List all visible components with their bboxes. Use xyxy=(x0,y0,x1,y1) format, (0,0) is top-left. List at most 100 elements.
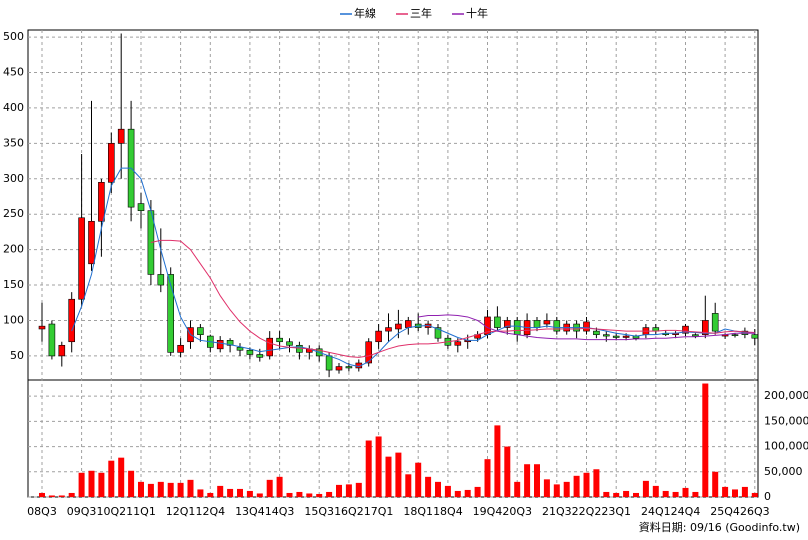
volume-bar xyxy=(167,482,174,497)
candle-body xyxy=(335,366,343,371)
candle-body xyxy=(543,320,551,325)
volume-bar xyxy=(345,484,352,497)
legend-label: 三年 xyxy=(410,6,432,20)
volume-bar xyxy=(573,475,580,497)
volume-bar xyxy=(534,464,540,497)
volume-bar xyxy=(454,490,461,497)
volume-bar xyxy=(553,484,560,497)
candle-body xyxy=(38,325,46,330)
candle-body xyxy=(494,316,501,328)
volume-bar xyxy=(474,486,481,497)
volume-bar xyxy=(128,470,135,497)
candle-body xyxy=(731,334,739,336)
candle-body xyxy=(286,341,293,346)
volume-bar xyxy=(583,472,590,497)
volume-bar xyxy=(296,491,303,497)
volume-bar xyxy=(217,485,224,497)
candle-body xyxy=(385,327,392,332)
volume-bar xyxy=(603,491,610,497)
volume-bar xyxy=(672,491,679,497)
y-tick-label: 50 xyxy=(10,349,24,362)
x-tick-label: 24Q1 xyxy=(641,505,671,518)
x-tick-label: 08Q3 xyxy=(27,505,57,518)
ma-line xyxy=(71,167,755,368)
y2-tick-label: 200,000 xyxy=(764,389,808,402)
candle-body xyxy=(266,337,274,357)
candle-body xyxy=(197,327,204,335)
volume-bar xyxy=(266,479,273,497)
volume-bar xyxy=(48,495,55,497)
x-tick-label: 24Q4 xyxy=(671,505,701,518)
x-tick-label: 15Q3 xyxy=(304,505,334,518)
x-tick-label: 26Q3 xyxy=(740,505,770,518)
ma-line xyxy=(418,314,755,341)
volume-bar xyxy=(524,464,531,497)
volume-bar xyxy=(415,462,422,497)
y-tick-label: 200 xyxy=(3,243,24,256)
x-tick-label: 09Q3 xyxy=(67,505,97,518)
candle-body xyxy=(751,334,759,339)
y-tick-label: 150 xyxy=(3,278,24,291)
volume-bar xyxy=(385,456,392,497)
candle-body xyxy=(395,323,402,330)
candle-body xyxy=(345,366,353,369)
x-tick-label: 20Q3 xyxy=(502,505,532,518)
x-tick-label: 16Q2 xyxy=(334,505,364,518)
x-tick-label: 14Q3 xyxy=(265,505,295,518)
x-tick-label: 11Q1 xyxy=(126,505,156,518)
candle-body xyxy=(226,340,234,346)
candle-body xyxy=(167,274,174,353)
x-tick-label: 18Q4 xyxy=(433,505,463,518)
candle-body xyxy=(88,220,95,265)
volume-bar xyxy=(593,469,600,497)
candle-body xyxy=(246,349,254,355)
volume-bar xyxy=(256,493,263,497)
volume-bar xyxy=(732,489,738,497)
volume-bar xyxy=(484,459,491,497)
candle-body xyxy=(78,217,85,300)
y-tick-label: 250 xyxy=(3,207,24,220)
volume-bar xyxy=(662,490,669,497)
x-tick-label: 10Q2 xyxy=(96,505,126,518)
candle-body xyxy=(692,334,699,337)
candle-body xyxy=(583,321,590,332)
plot-frame xyxy=(27,29,759,498)
candle-body xyxy=(276,337,283,343)
candle-body xyxy=(137,203,145,211)
x-tick-label: 13Q4 xyxy=(235,505,265,518)
legend-label: 十年 xyxy=(466,6,488,20)
volume-bar xyxy=(395,452,402,497)
volume-bar xyxy=(543,479,550,497)
x-tick-label: 23Q1 xyxy=(601,505,631,518)
volume-bar xyxy=(147,483,154,497)
candle-body xyxy=(553,320,561,332)
candle-body xyxy=(177,344,184,353)
volume-bar xyxy=(355,482,362,497)
candle-body xyxy=(593,330,600,335)
candle-body xyxy=(117,128,125,144)
volume-bar xyxy=(227,488,234,497)
candle-body xyxy=(533,320,541,328)
volume-bar xyxy=(88,470,95,497)
candle-body xyxy=(612,335,620,338)
volume-bar xyxy=(306,493,313,497)
y-tick-label: 400 xyxy=(3,101,24,114)
x-tick-label: 12Q1 xyxy=(166,505,196,518)
volume-bar xyxy=(741,486,748,497)
volume-bar xyxy=(563,481,570,497)
volume-bar xyxy=(138,481,144,497)
volume-bar xyxy=(177,482,184,497)
volume-bar xyxy=(237,488,243,497)
volume-bar xyxy=(98,472,105,497)
volume-bar xyxy=(246,490,253,497)
candle-body xyxy=(404,320,412,328)
volume-bar xyxy=(702,383,709,497)
volume-bar xyxy=(197,489,204,497)
volume-bar xyxy=(39,492,45,497)
footer-note: 資料日期: 09/16 (Goodinfo.tw) xyxy=(639,520,800,534)
x-tick-label: 19Q4 xyxy=(473,505,503,518)
y-tick-label: 300 xyxy=(3,172,24,185)
volume-bar xyxy=(504,446,511,497)
